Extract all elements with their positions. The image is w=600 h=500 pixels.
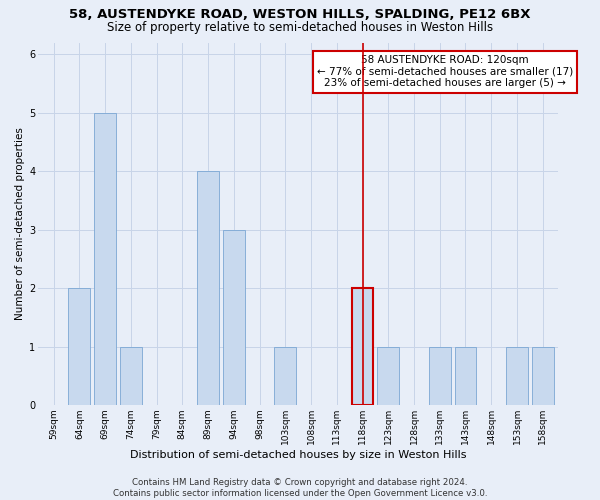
Bar: [274, 347, 296, 406]
Bar: [455, 347, 476, 406]
Y-axis label: Number of semi-detached properties: Number of semi-detached properties: [15, 128, 25, 320]
Text: 58 AUSTENDYKE ROAD: 120sqm
← 77% of semi-detached houses are smaller (17)
23% of: 58 AUSTENDYKE ROAD: 120sqm ← 77% of semi…: [317, 55, 573, 88]
X-axis label: Distribution of semi-detached houses by size in Weston Hills: Distribution of semi-detached houses by …: [130, 450, 466, 460]
Text: 58, AUSTENDYKE ROAD, WESTON HILLS, SPALDING, PE12 6BX: 58, AUSTENDYKE ROAD, WESTON HILLS, SPALD…: [69, 8, 531, 20]
Bar: [506, 347, 528, 406]
Bar: [120, 347, 142, 406]
Bar: [94, 112, 116, 406]
Text: Contains HM Land Registry data © Crown copyright and database right 2024.
Contai: Contains HM Land Registry data © Crown c…: [113, 478, 487, 498]
Text: Size of property relative to semi-detached houses in Weston Hills: Size of property relative to semi-detach…: [107, 21, 493, 34]
Bar: [223, 230, 245, 406]
Bar: [429, 347, 451, 406]
Bar: [197, 171, 219, 406]
Bar: [532, 347, 554, 406]
Bar: [377, 347, 399, 406]
Bar: [352, 288, 373, 406]
Bar: [68, 288, 91, 406]
